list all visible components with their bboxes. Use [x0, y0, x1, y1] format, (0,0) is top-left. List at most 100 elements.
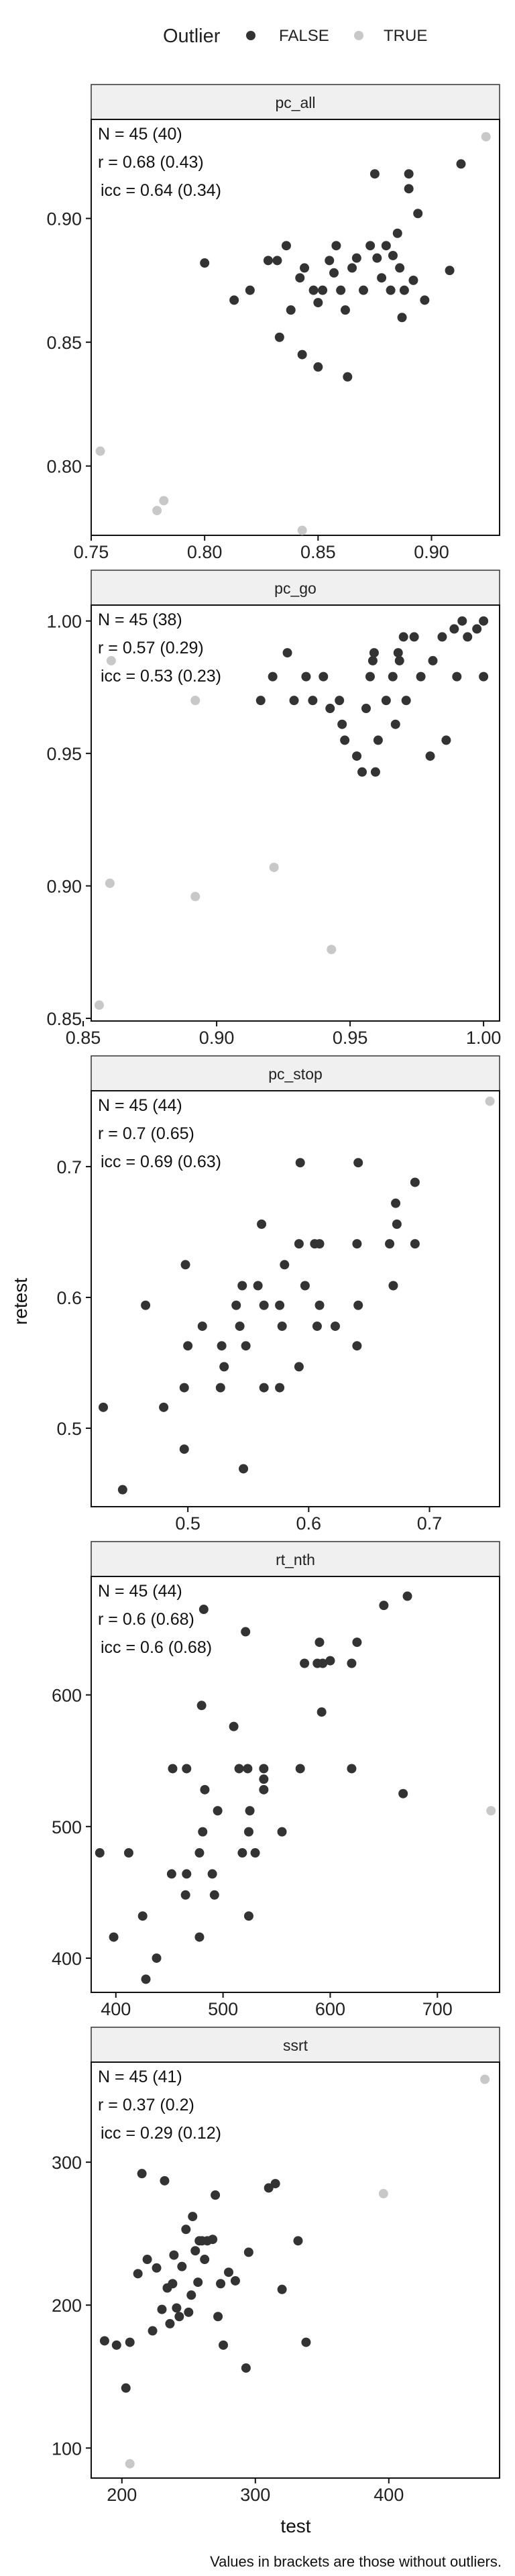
- data-point: [295, 1764, 305, 1774]
- data-point: [168, 1764, 178, 1774]
- data-point: [239, 1464, 249, 1474]
- data-point: [190, 2246, 201, 2256]
- y-tick-label: 0.85: [46, 333, 82, 353]
- data-point: [340, 735, 350, 745]
- strip-title: ssrt: [283, 2037, 308, 2054]
- data-point: [123, 1848, 133, 1858]
- data-point: [217, 1341, 227, 1351]
- data-point: [281, 241, 291, 251]
- data-point: [313, 362, 323, 372]
- data-point: [317, 1707, 327, 1717]
- data-point: [289, 696, 299, 706]
- strip-title: pc_stop: [268, 1065, 323, 1083]
- legend-false-label: FALSE: [279, 27, 329, 45]
- data-point: [286, 305, 296, 315]
- data-point: [229, 1721, 239, 1731]
- data-point: [337, 719, 347, 729]
- data-point: [347, 1658, 357, 1668]
- data-point: [241, 1341, 251, 1351]
- data-point: [295, 1158, 305, 1168]
- data-point: [111, 2340, 121, 2350]
- data-point: [207, 1869, 217, 1879]
- data-point: [241, 1627, 251, 1637]
- data-point: [318, 1658, 328, 1668]
- y-tick-label: 0.95: [46, 744, 82, 764]
- data-point: [404, 184, 414, 194]
- data-point: [243, 2247, 253, 2257]
- data-point: [243, 1764, 253, 1774]
- data-point: [277, 2284, 287, 2294]
- data-point: [219, 2340, 229, 2350]
- outlier-point: [190, 892, 201, 902]
- x-tick-label: 0.90: [414, 542, 449, 562]
- y-tick-label: 0.7: [56, 1157, 82, 1177]
- x-tick-label: 1.00: [466, 1028, 502, 1048]
- data-point: [259, 1774, 269, 1784]
- data-point: [370, 767, 380, 777]
- legend-true-marker: [354, 31, 363, 40]
- stat-text: r = 0.7 (0.65): [98, 1124, 194, 1143]
- data-point: [99, 1402, 109, 1412]
- panel-ssrt: ssrt 200 300 400 100 200 300 N = 45 (41) r = 0.3…: [52, 2027, 500, 2505]
- data-point: [308, 696, 318, 706]
- data-point: [416, 672, 426, 682]
- data-point: [264, 2183, 274, 2193]
- data-point: [209, 1890, 219, 1900]
- y-tick-label: 1.00: [46, 612, 82, 632]
- x-tick-label: 200: [107, 2485, 137, 2505]
- data-point: [229, 295, 239, 305]
- data-point: [243, 1827, 253, 1837]
- stat-text: icc = 0.64 (0.34): [101, 181, 221, 200]
- data-point: [398, 1788, 408, 1799]
- data-point: [137, 1911, 148, 1921]
- data-point: [245, 1806, 255, 1816]
- y-tick-label: 0.90: [46, 877, 82, 897]
- outlier-point: [327, 945, 337, 955]
- strip-title: pc_go: [274, 580, 317, 597]
- x-tick-label: 500: [208, 1999, 238, 2019]
- data-point: [367, 655, 378, 665]
- data-point: [390, 719, 400, 729]
- data-point: [282, 648, 292, 658]
- data-point: [280, 1260, 290, 1270]
- data-point: [172, 2303, 182, 2313]
- data-point: [188, 2212, 198, 2222]
- strip: [91, 84, 500, 120]
- data-point: [300, 263, 310, 273]
- x-tick-label: 0.6: [296, 1513, 322, 1534]
- data-point: [169, 2250, 179, 2260]
- outlier-point: [269, 862, 279, 872]
- data-point: [325, 1656, 335, 1666]
- data-point: [401, 696, 411, 706]
- data-point: [420, 295, 430, 305]
- data-point: [352, 751, 362, 761]
- outlier-point: [95, 446, 105, 456]
- data-point: [166, 1869, 176, 1879]
- data-point: [259, 1784, 269, 1794]
- data-point: [179, 1383, 189, 1393]
- stat-text: icc = 0.69 (0.63): [101, 1152, 221, 1171]
- data-point: [351, 253, 361, 263]
- data-point: [159, 1402, 169, 1412]
- data-point: [463, 632, 473, 642]
- data-point: [379, 1601, 389, 1611]
- data-point: [268, 672, 278, 682]
- data-point: [182, 1869, 192, 1879]
- data-point: [352, 1239, 362, 1249]
- data-point: [392, 1219, 402, 1229]
- stat-text: r = 0.68 (0.43): [98, 153, 204, 172]
- strip: [91, 570, 500, 606]
- data-point: [253, 1281, 263, 1291]
- data-point: [408, 275, 418, 285]
- legend-true-label: TRUE: [384, 27, 427, 45]
- data-point: [177, 2261, 187, 2271]
- data-point: [125, 2337, 135, 2347]
- data-point: [359, 285, 368, 295]
- data-point: [397, 313, 407, 323]
- y-tick-label: 600: [52, 1686, 82, 1706]
- data-point: [301, 672, 311, 682]
- data-point: [312, 1321, 322, 1331]
- data-point: [200, 1784, 210, 1794]
- data-point: [197, 1321, 207, 1331]
- data-point: [231, 1300, 241, 1310]
